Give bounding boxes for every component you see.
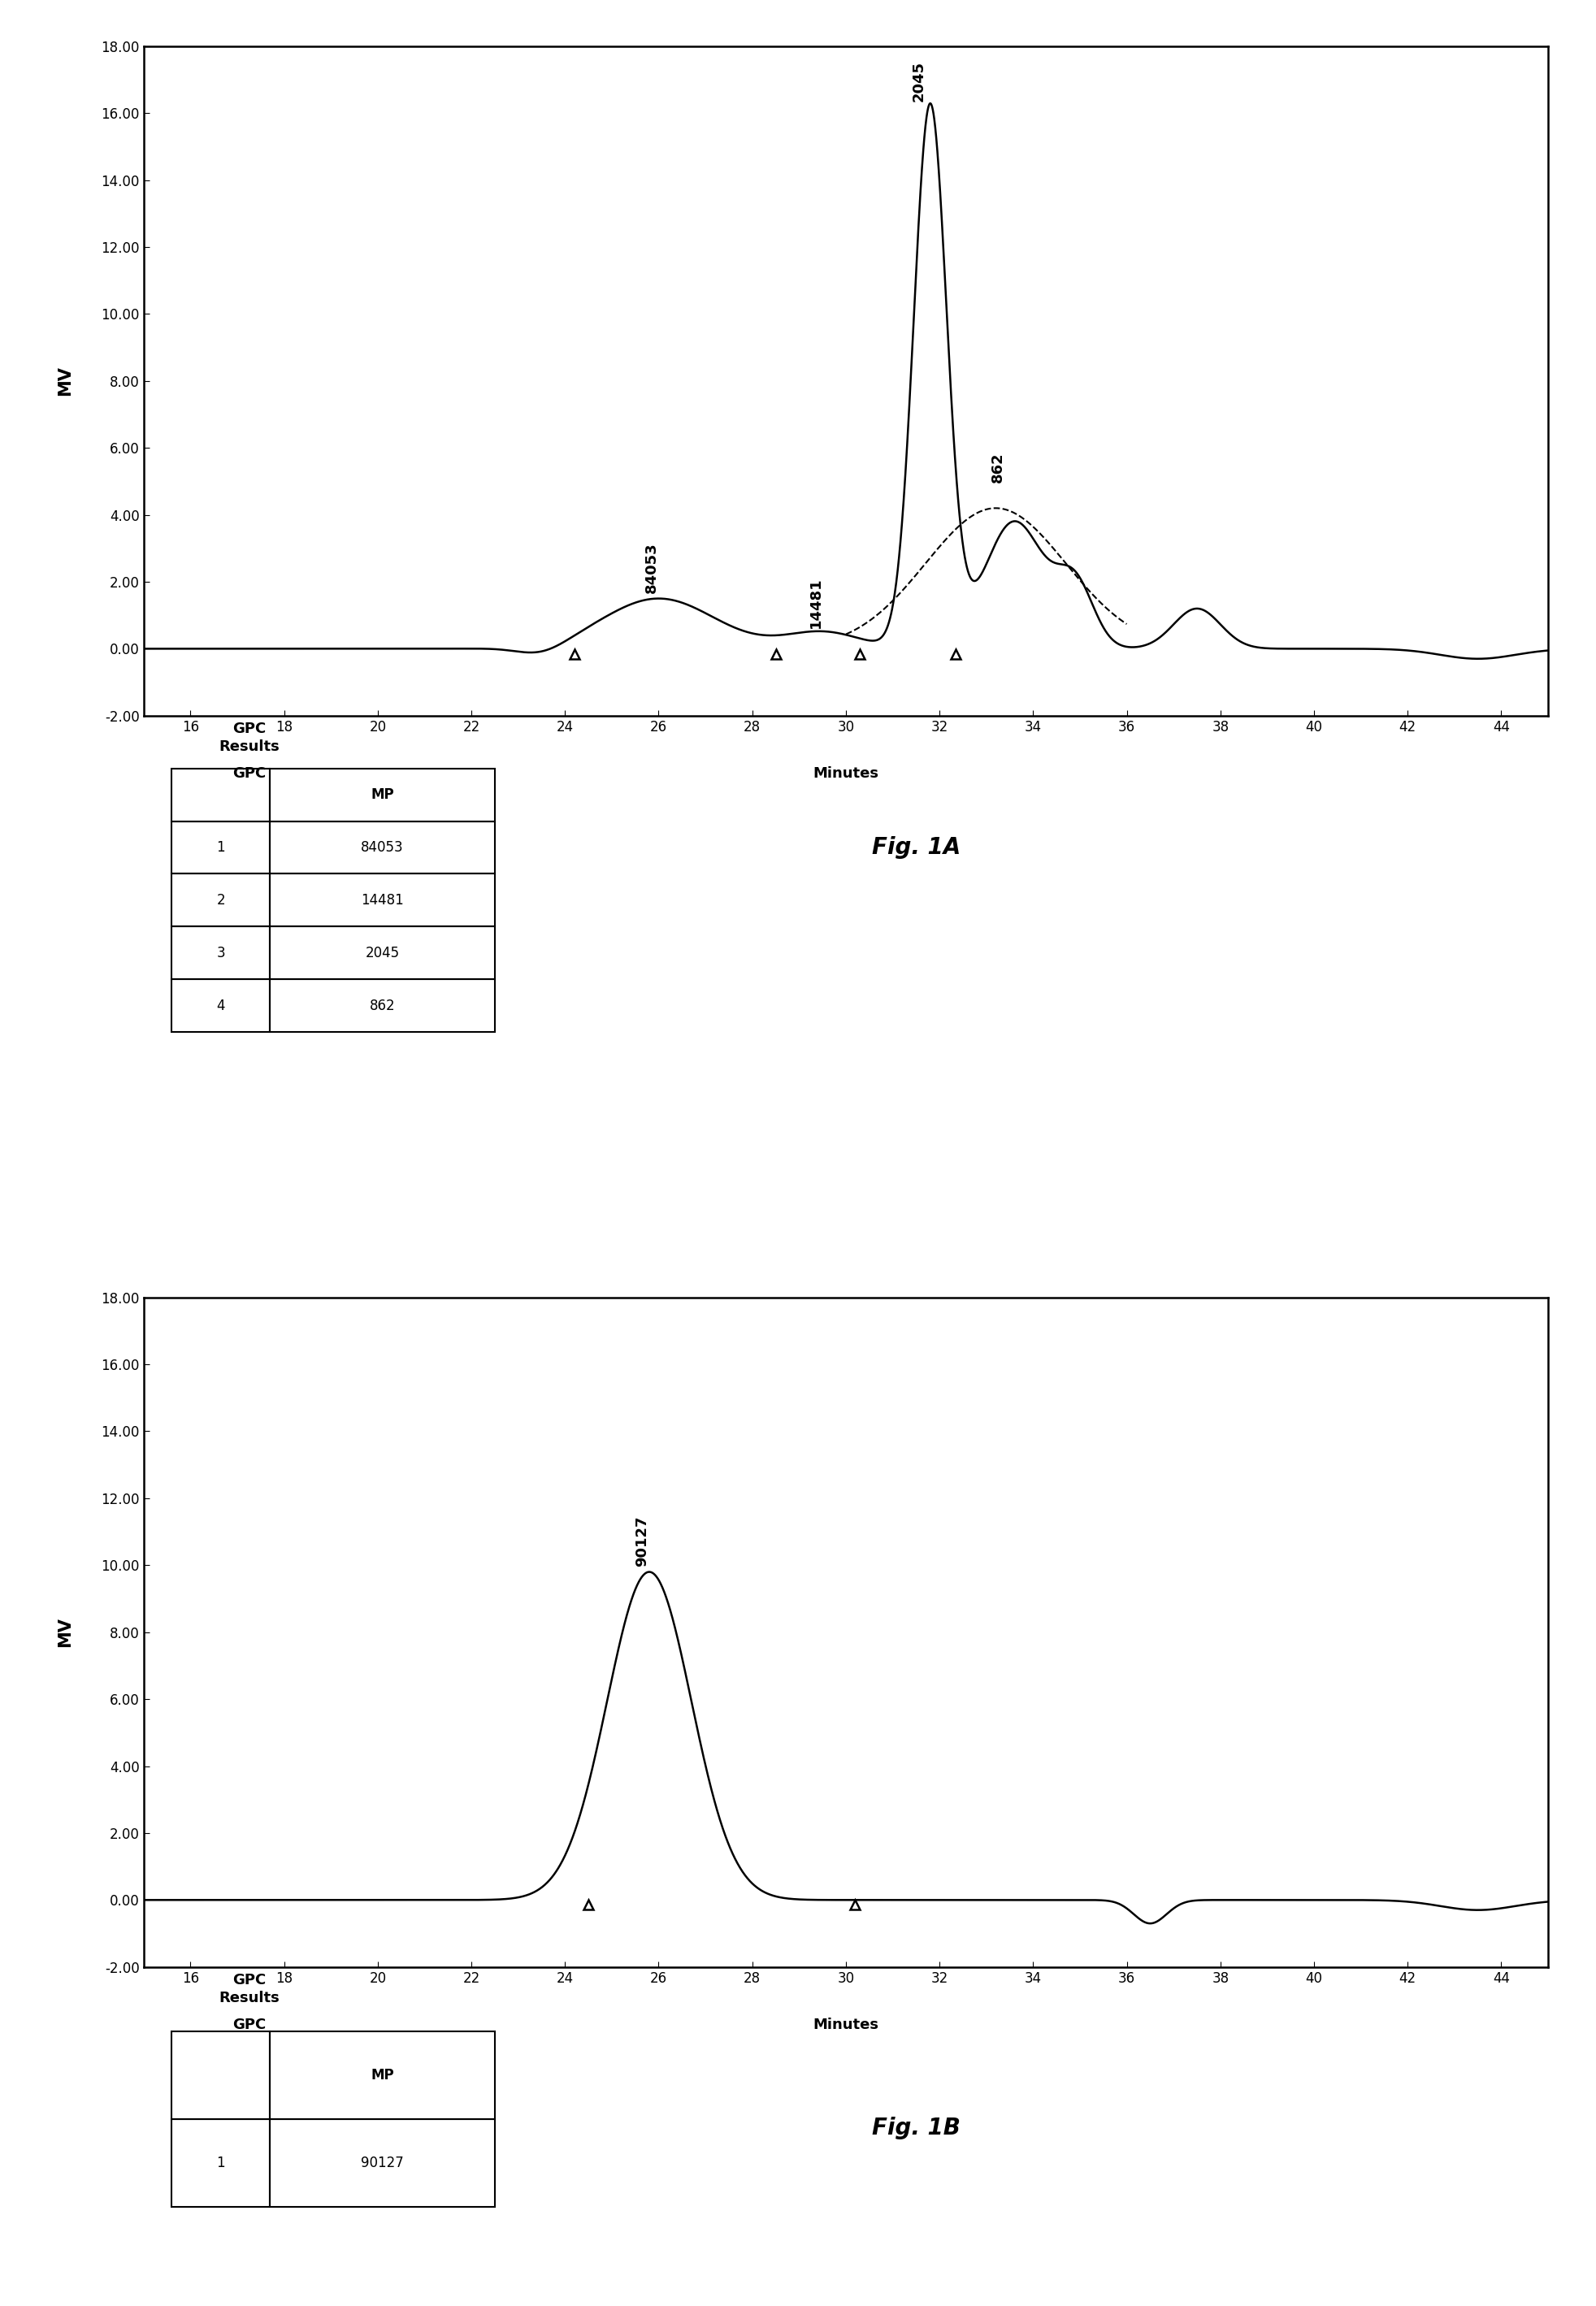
Bar [172,2119,270,2207]
Text: 1: 1 [217,2156,225,2170]
Text: 90127: 90127 [635,1515,650,1566]
Text: Fig. 1A: Fig. 1A [871,837,961,858]
Text: GPC
Results: GPC Results [219,722,279,754]
Y-axis label: MV: MV [57,367,73,397]
Bar [172,768,270,821]
Text: GPC
Results: GPC Results [219,1974,279,2006]
Text: 84053: 84053 [645,542,659,593]
Text: GPC: GPC [231,2018,267,2032]
Bar [270,874,495,927]
Bar [172,821,270,874]
Text: 14481: 14481 [808,576,824,627]
Text: MP: MP [370,2068,394,2082]
Bar [172,2032,270,2119]
Text: 4: 4 [217,998,225,1012]
Text: 2045: 2045 [365,945,399,959]
Text: 3: 3 [217,945,225,959]
Text: Fig. 1B: Fig. 1B [871,2117,961,2140]
Bar [270,980,495,1033]
Text: Minutes: Minutes [812,766,879,779]
Text: MP: MP [370,786,394,802]
Bar [270,2119,495,2207]
Text: 1: 1 [217,839,225,856]
Bar [270,821,495,874]
Text: GPC: GPC [231,766,267,779]
Text: Minutes: Minutes [812,2018,879,2032]
Y-axis label: MV: MV [57,1617,73,1646]
Bar [270,2032,495,2119]
Bar [270,768,495,821]
Text: 14481: 14481 [361,892,404,909]
Text: 84053: 84053 [361,839,404,856]
Bar [270,927,495,980]
Text: 2: 2 [217,892,225,909]
Bar [172,980,270,1033]
Text: 2045: 2045 [911,60,926,101]
Text: 862: 862 [370,998,396,1012]
Bar [172,874,270,927]
Text: 90127: 90127 [361,2156,404,2170]
Text: 862: 862 [991,452,1005,482]
Bar [172,927,270,980]
